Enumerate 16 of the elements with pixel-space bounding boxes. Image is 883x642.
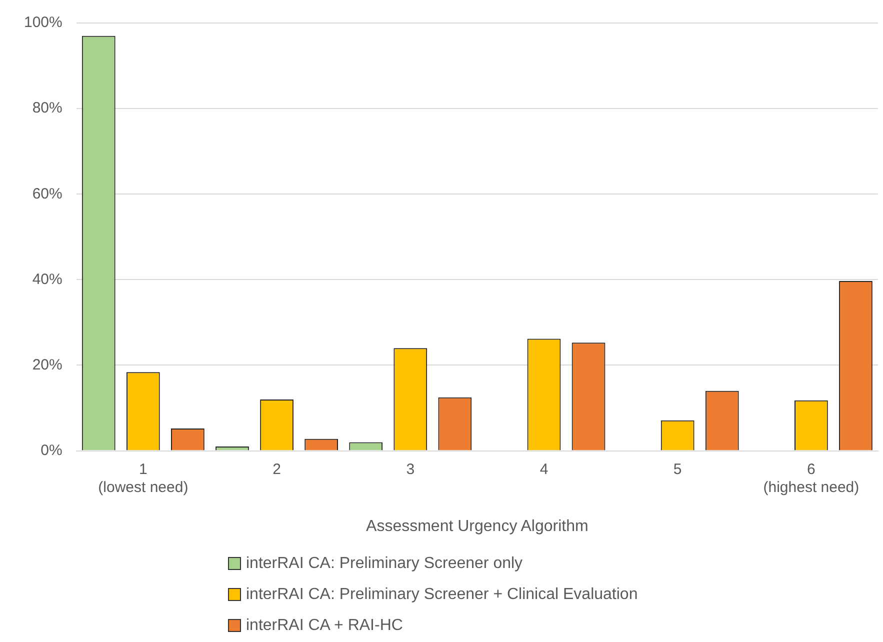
- x-tick-label: 2: [272, 460, 281, 478]
- x-tick-label: 6 (highest need): [763, 460, 860, 496]
- x-tick-label: 4: [540, 460, 548, 478]
- legend-label: interRAI CA: Preliminary Screener + Clinical Evaluation: [246, 586, 638, 604]
- x-axis-title: Assessment Urgency Algorithm: [366, 518, 588, 535]
- y-tick-label: 60%: [32, 185, 62, 202]
- legend-label: interRAI CA: Preliminary Screener only: [246, 554, 523, 572]
- y-tick-label: 80%: [32, 100, 62, 117]
- legend-label: interRAI CA + RAI-HC: [246, 616, 403, 634]
- y-tick-label: 100%: [24, 14, 62, 32]
- x-tick-label: 1 (lowest need): [98, 460, 188, 496]
- y-tick-label: 20%: [32, 356, 62, 374]
- x-tick-label: 5: [673, 460, 682, 478]
- y-tick-label: 40%: [32, 270, 62, 288]
- x-tick-label: 3: [406, 460, 415, 478]
- y-tick-label: 0%: [40, 442, 62, 459]
